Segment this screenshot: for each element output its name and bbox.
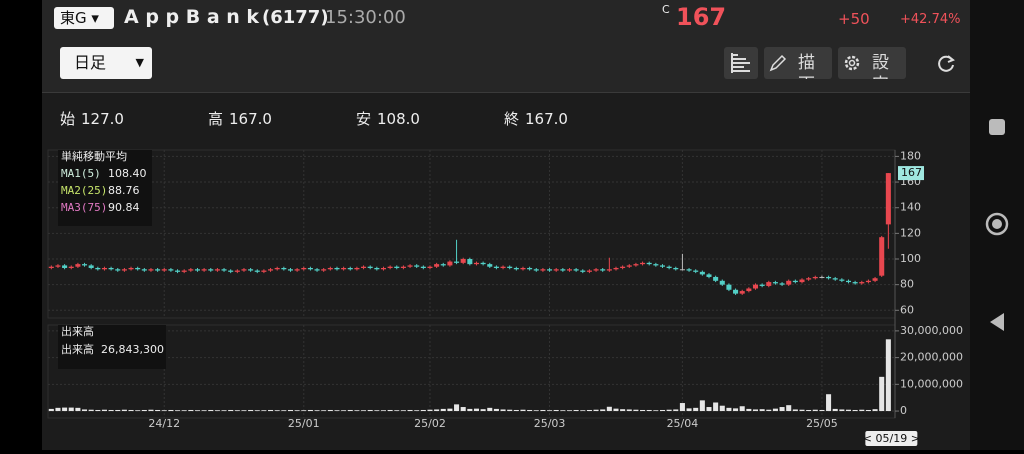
home-button[interactable] (985, 212, 1009, 236)
back-button[interactable] (990, 313, 1004, 331)
nav-icons (985, 119, 1009, 331)
ohlc-item: 終 167.0 (504, 108, 568, 129)
indicator-button[interactable] (724, 47, 758, 79)
gear-icon (844, 55, 860, 71)
change-pct: +42.74% (900, 12, 961, 27)
home-dot (992, 219, 1002, 229)
settings-label: 設 定 (872, 53, 889, 79)
pencil-icon (769, 54, 787, 72)
indicator-icon (731, 53, 750, 73)
period: 日足 (74, 53, 107, 72)
ohlc-item: 始 127.0 (60, 108, 124, 129)
period-select[interactable]: 日足 ▼ (60, 47, 152, 79)
nav-bar (970, 0, 1024, 450)
ohlc-item: 高 167.0 (208, 108, 272, 129)
ohlc-label: 終 (504, 110, 520, 128)
quote-flag: C (662, 3, 670, 16)
ohlc-label: 安 (356, 110, 372, 128)
price: 167 (676, 3, 727, 31)
refresh-button[interactable] (935, 53, 957, 75)
ohlc-value: 108.0 (377, 110, 420, 128)
ohlc-value: 167.0 (525, 110, 568, 128)
toolbar: 日足▼ 描 画 設 定 (42, 36, 970, 93)
time: 15:30:00 (325, 7, 406, 28)
ohlc-label: 始 (60, 110, 76, 128)
header: 東G ▾ A p p B a n k (6177) 15:30:00 C 167… (42, 0, 970, 36)
market-select[interactable]: 東G ▾ (54, 7, 114, 29)
ohlc-value: 167.0 (229, 110, 272, 128)
stock-code: (6177) (262, 7, 329, 28)
draw-label: 描 画 (798, 53, 815, 79)
app: 東G ▾ A p p B a n k (6177) 15:30:00 C 167… (42, 0, 970, 450)
settings-button[interactable]: 設 定 (838, 47, 906, 79)
change: +50 (838, 10, 870, 28)
ohlc-item: 安 108.0 (356, 108, 420, 129)
market: 東G (60, 9, 87, 27)
ohlc-value: 127.0 (81, 110, 124, 128)
stock-name: A p p B a n k (124, 6, 260, 28)
draw-button[interactable]: 描 画 (764, 47, 832, 79)
ohlc-label: 高 (208, 110, 224, 128)
recent-button[interactable] (989, 119, 1005, 135)
